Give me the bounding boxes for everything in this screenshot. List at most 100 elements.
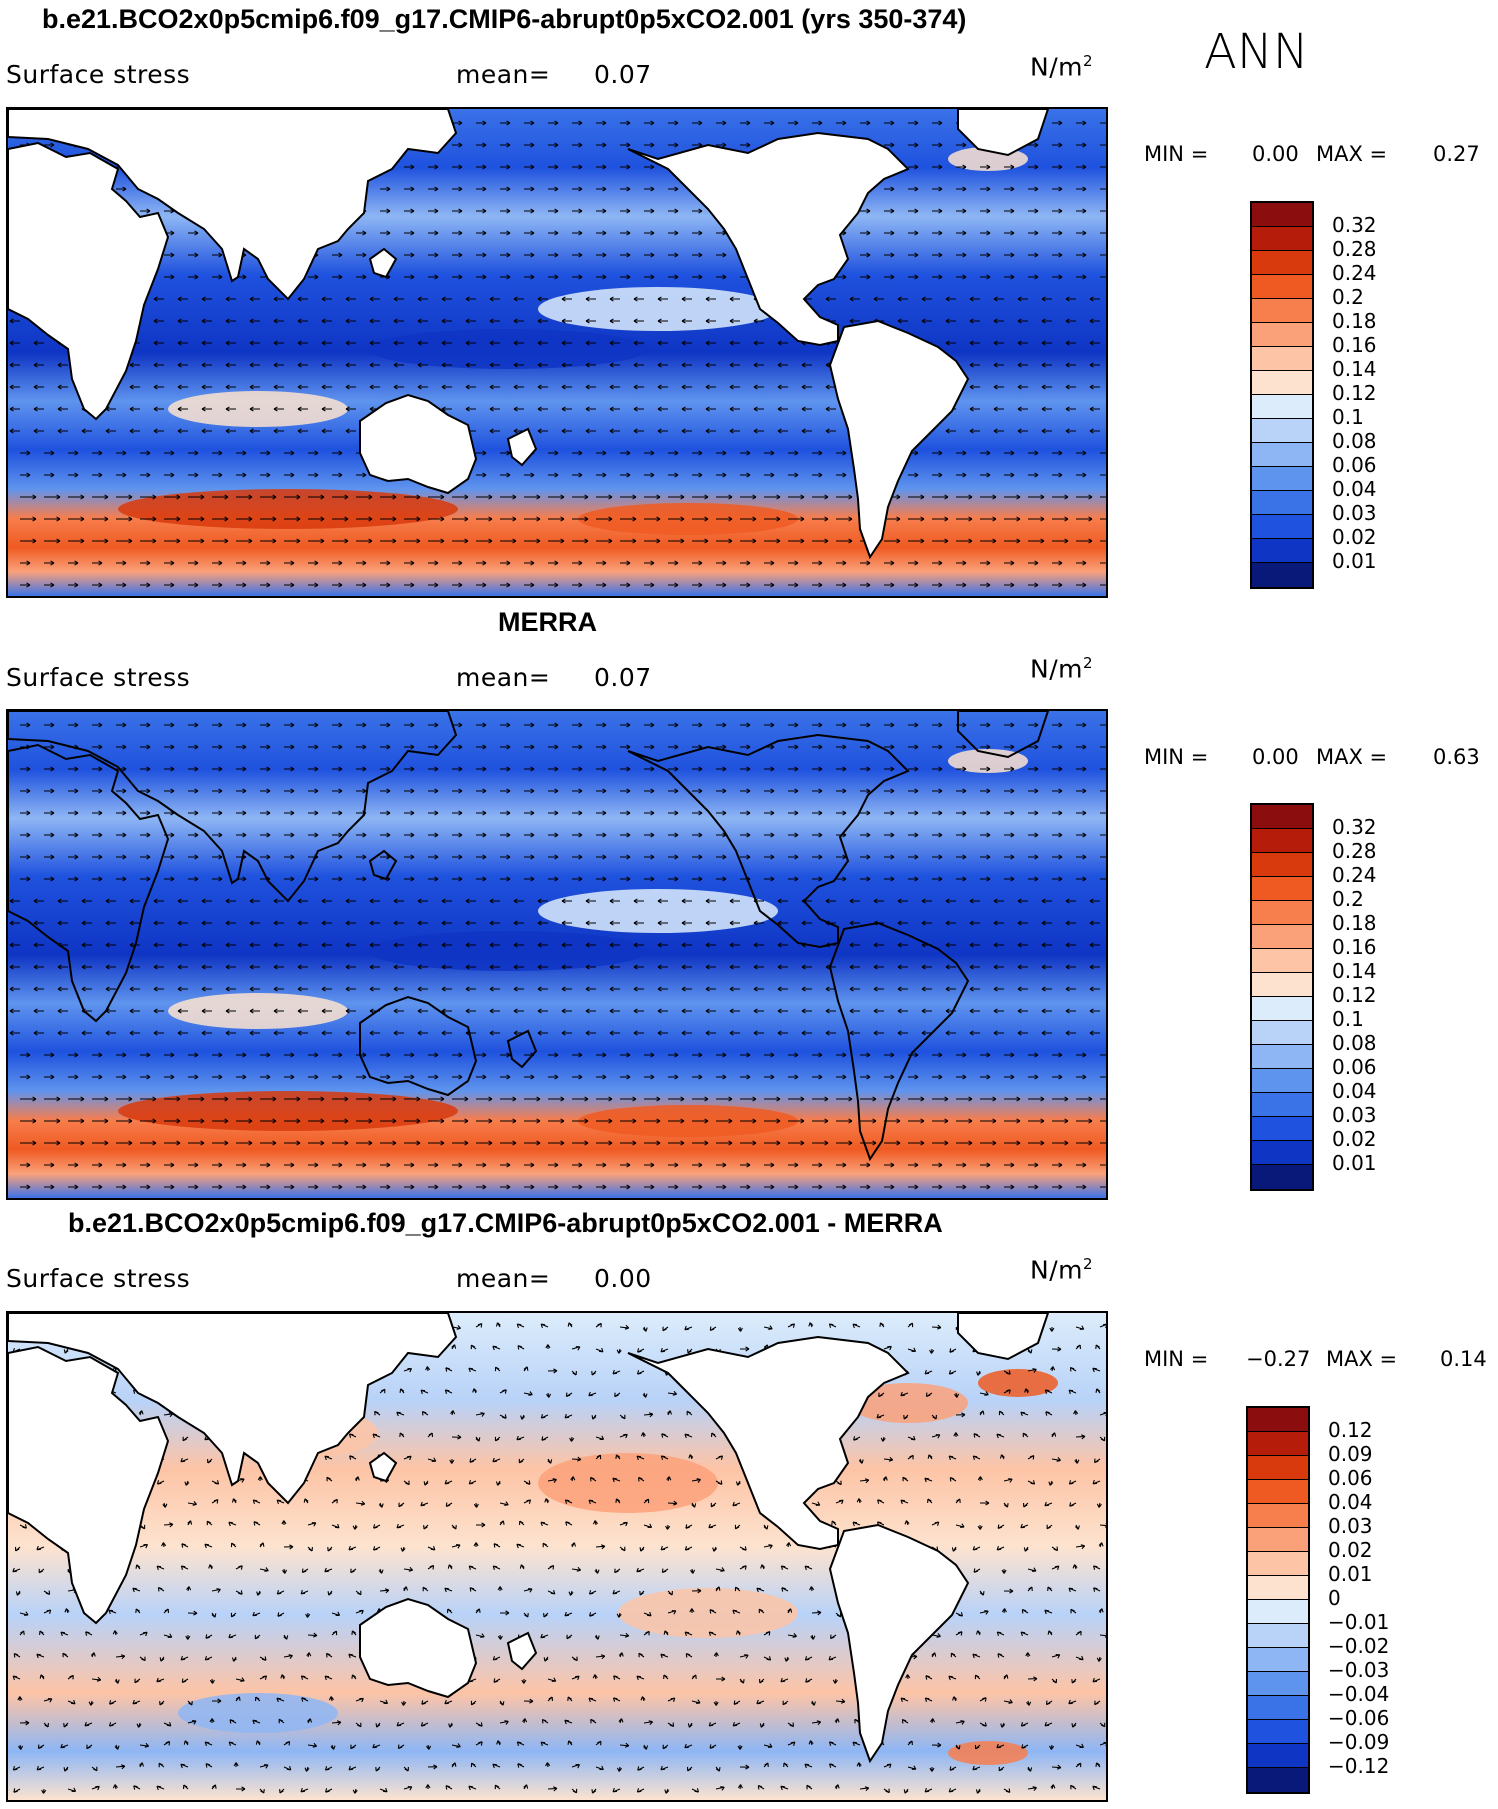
colorbar-tick-label: 0.01 xyxy=(1332,549,1377,573)
colorbar-tick-label: 0.03 xyxy=(1332,1103,1377,1127)
colorbar-swatch xyxy=(1248,1648,1308,1672)
colorbar-tick-label: 0.24 xyxy=(1332,261,1377,285)
colorbar-tick-label: 0.14 xyxy=(1332,959,1377,983)
coastline xyxy=(828,1523,970,1764)
colorbar-swatch xyxy=(1252,299,1312,323)
colorbar-swatch xyxy=(1248,1528,1308,1552)
field-feature xyxy=(578,1105,798,1137)
coastline xyxy=(368,247,398,279)
coastline xyxy=(506,427,538,467)
colorbar-tick-label: 0.12 xyxy=(1328,1418,1373,1442)
colorbar-tick-label: 0.1 xyxy=(1332,405,1364,429)
panel-3-title: b.e21.BCO2x0p5cmip6.f09_g17.CMIP6-abrupt… xyxy=(68,1208,943,1238)
panel-2-variable: Surface stress xyxy=(6,663,191,692)
colorbar-swatch xyxy=(1248,1768,1308,1792)
panel-3-max-label: MAX = xyxy=(1326,1347,1398,1371)
colorbar-tick-label: 0.2 xyxy=(1332,887,1364,911)
colorbar-tick-label: −0.03 xyxy=(1328,1658,1390,1682)
colorbar-swatch xyxy=(1252,901,1312,925)
coastline xyxy=(627,1335,910,1551)
coastline xyxy=(627,733,910,949)
colorbar-swatch xyxy=(1252,419,1312,443)
panel-2-max-label: MAX = xyxy=(1316,745,1388,769)
colorbar-swatch xyxy=(1252,515,1312,539)
field-feature xyxy=(618,1588,798,1638)
colorbar-tick-label: 0.08 xyxy=(1332,1031,1377,1055)
coastline xyxy=(8,743,170,1023)
panel-3-mean-value: 0.00 xyxy=(594,1264,652,1293)
colorbar-tick-label: −0.09 xyxy=(1328,1730,1390,1754)
colorbar-swatch xyxy=(1252,491,1312,515)
colorbar-swatch xyxy=(1252,1165,1312,1189)
panel-1-max-label: MAX = xyxy=(1316,142,1388,166)
coastline xyxy=(8,1345,170,1625)
colorbar-swatch xyxy=(1248,1672,1308,1696)
wind-vectors xyxy=(9,722,1106,1190)
field-feature xyxy=(118,1091,458,1131)
coastline xyxy=(627,131,910,347)
colorbar-swatch xyxy=(1252,997,1312,1021)
colorbar-tick-label: −0.04 xyxy=(1328,1682,1390,1706)
field-feature xyxy=(948,749,1028,773)
colorbar-tick-label: 0.1 xyxy=(1332,1007,1364,1031)
colorbar-tick-label: 0.14 xyxy=(1332,357,1377,381)
map-canvas xyxy=(8,711,1106,1198)
panel-1-units: N/m2 xyxy=(1030,52,1094,82)
colorbar-tick-label: 0.32 xyxy=(1332,815,1377,839)
coastline xyxy=(8,109,458,301)
coastline xyxy=(828,319,970,560)
colorbar-swatch xyxy=(1248,1600,1308,1624)
coastline xyxy=(8,1313,458,1505)
colorbar-swatch xyxy=(1252,347,1312,371)
colorbar-swatch xyxy=(1252,973,1312,997)
colorbar-swatch xyxy=(1248,1576,1308,1600)
panel-2-units: N/m2 xyxy=(1030,654,1094,684)
panel-3-min-value: −0.27 xyxy=(1246,1347,1311,1371)
coastline xyxy=(957,109,1050,157)
colorbar-swatch xyxy=(1252,829,1312,853)
colorbar-tick-label: 0.09 xyxy=(1328,1442,1373,1466)
colorbar-tick-label: −0.02 xyxy=(1328,1634,1390,1658)
panel-2-mean-value: 0.07 xyxy=(594,663,652,692)
colorbar-swatch xyxy=(1252,1117,1312,1141)
colorbar-swatch xyxy=(1252,563,1312,587)
field-feature xyxy=(368,931,648,971)
panel-2-map xyxy=(6,709,1108,1200)
colorbar-tick-label: 0.2 xyxy=(1332,285,1364,309)
panel-1-max-value: 0.27 xyxy=(1433,142,1480,166)
colorbar-tick-label: −0.06 xyxy=(1328,1706,1390,1730)
field-feature xyxy=(978,1369,1058,1397)
panel-3-min-label: MIN = xyxy=(1144,1347,1209,1371)
colorbar-swatch xyxy=(1248,1456,1308,1480)
colorbar-tick-label: 0.28 xyxy=(1332,237,1377,261)
colorbar-swatch xyxy=(1252,877,1312,901)
colorbar-swatch xyxy=(1252,323,1312,347)
colorbar-swatch xyxy=(1252,949,1312,973)
panel-3-variable: Surface stress xyxy=(6,1264,191,1293)
colorbar-tick-label: 0.08 xyxy=(1332,429,1377,453)
colorbar-swatch xyxy=(1252,539,1312,563)
coastline xyxy=(8,711,458,903)
field-feature xyxy=(538,287,778,331)
coastline xyxy=(506,1029,538,1069)
colorbar-tick-label: 0.06 xyxy=(1328,1466,1373,1490)
colorbar-tick-label: 0.01 xyxy=(1328,1562,1373,1586)
colorbar-tick-label: −0.12 xyxy=(1328,1754,1390,1778)
colorbar-tick-label: 0 xyxy=(1328,1586,1341,1610)
colorbar-swatch xyxy=(1252,395,1312,419)
field-feature xyxy=(948,1741,1028,1765)
colorbar-tick-label: 0.03 xyxy=(1328,1514,1373,1538)
colorbar-swatch xyxy=(1252,251,1312,275)
colorbar-swatch xyxy=(1248,1432,1308,1456)
coastline xyxy=(506,1631,538,1671)
colorbar-swatch xyxy=(1248,1408,1308,1432)
coastline xyxy=(359,393,478,495)
panel-1-title: b.e21.BCO2x0p5cmip6.f09_g17.CMIP6-abrupt… xyxy=(42,4,967,34)
colorbar-tick-label: 0.18 xyxy=(1332,309,1377,333)
coastline xyxy=(359,995,478,1097)
colorbar-swatch xyxy=(1248,1720,1308,1744)
panel-2-max-value: 0.63 xyxy=(1433,745,1480,769)
season-label: ANN xyxy=(1204,24,1309,80)
field-feature xyxy=(118,489,458,529)
colorbar-swatch xyxy=(1248,1696,1308,1720)
